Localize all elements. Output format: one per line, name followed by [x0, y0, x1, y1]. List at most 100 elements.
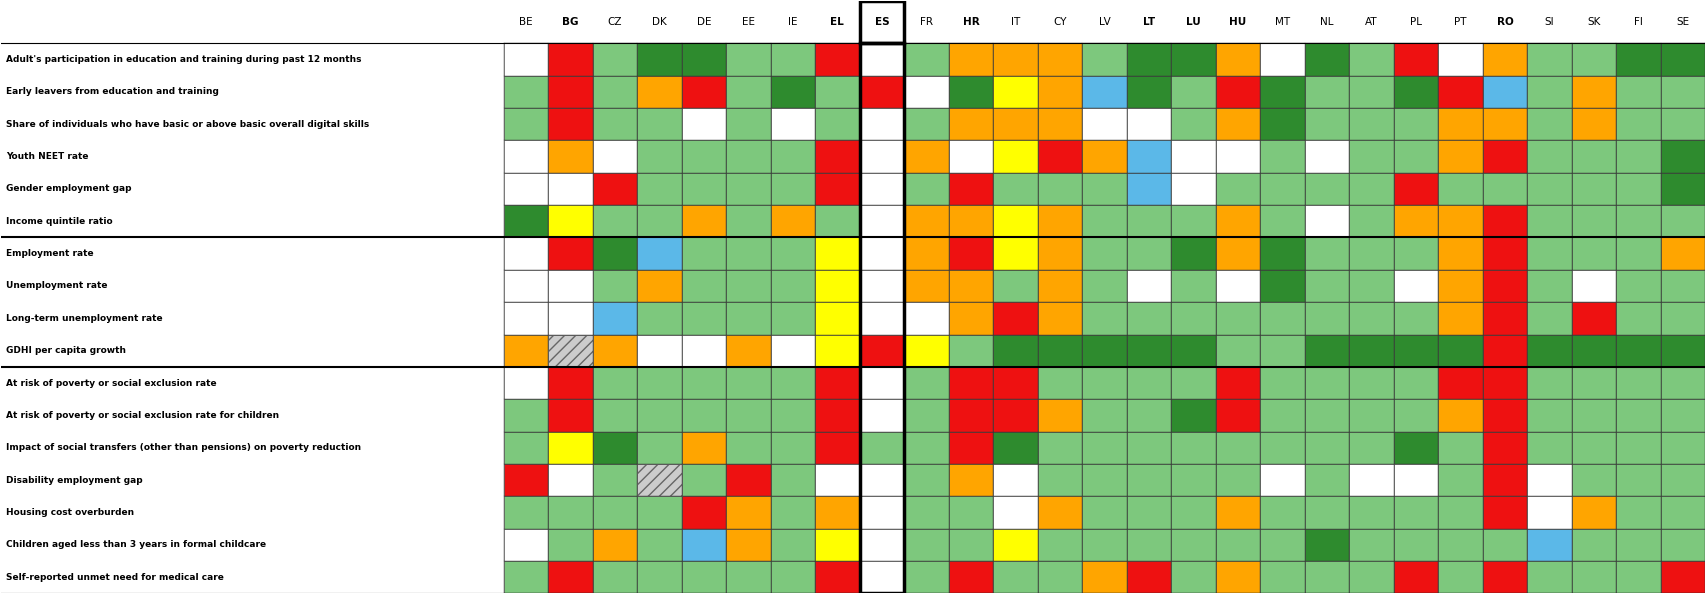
Bar	[1661, 334, 1705, 367]
Bar	[1482, 75, 1526, 108]
Bar	[1216, 173, 1260, 205]
Bar	[1081, 75, 1125, 108]
Bar	[636, 561, 682, 593]
Bar	[1349, 108, 1393, 140]
Bar	[1482, 334, 1526, 367]
Bar	[948, 561, 992, 593]
Bar	[771, 464, 815, 496]
Bar	[1304, 334, 1349, 367]
Bar	[1304, 367, 1349, 399]
Bar	[592, 464, 636, 496]
Text: FI: FI	[1633, 17, 1642, 27]
Text: PT: PT	[1453, 17, 1466, 27]
Text: Unemployment rate: Unemployment rate	[5, 282, 107, 290]
Bar	[1125, 108, 1171, 140]
Bar	[1171, 205, 1216, 238]
Bar	[1037, 367, 1081, 399]
Bar	[726, 464, 771, 496]
Bar	[1171, 334, 1216, 367]
Text: Children aged less than 3 years in formal childcare: Children aged less than 3 years in forma…	[5, 541, 266, 549]
Bar	[1615, 75, 1661, 108]
Bar	[1125, 334, 1171, 367]
Bar	[1171, 270, 1216, 302]
Bar	[636, 205, 682, 238]
Bar	[1125, 561, 1171, 593]
Bar	[815, 399, 859, 432]
Text: IE: IE	[788, 17, 798, 27]
Bar	[1437, 270, 1482, 302]
Bar	[1216, 108, 1260, 140]
Bar	[503, 561, 547, 593]
Bar	[592, 334, 636, 367]
Bar	[1081, 43, 1125, 75]
Bar	[1437, 334, 1482, 367]
Bar	[1526, 108, 1570, 140]
Bar	[1570, 140, 1615, 173]
Bar	[1661, 496, 1705, 529]
Bar	[1482, 205, 1526, 238]
Bar	[636, 334, 682, 367]
Bar	[547, 238, 592, 270]
Text: Adult's participation in education and training during past 12 months: Adult's participation in education and t…	[5, 55, 361, 64]
Bar	[859, 561, 904, 593]
Bar	[636, 529, 682, 561]
Text: Long-term unemployment rate: Long-term unemployment rate	[5, 314, 162, 323]
Bar	[815, 173, 859, 205]
Bar	[1661, 75, 1705, 108]
Bar	[592, 561, 636, 593]
Bar	[1570, 108, 1615, 140]
Bar	[1437, 432, 1482, 464]
Bar	[1304, 399, 1349, 432]
Bar	[1393, 140, 1437, 173]
Bar	[904, 43, 948, 75]
Bar	[726, 496, 771, 529]
Bar	[815, 432, 859, 464]
Bar	[682, 399, 726, 432]
Bar	[1615, 432, 1661, 464]
Bar	[592, 238, 636, 270]
Bar	[1615, 238, 1661, 270]
Bar	[592, 108, 636, 140]
Text: ES: ES	[875, 17, 888, 27]
Bar	[992, 561, 1037, 593]
Bar	[948, 496, 992, 529]
Bar	[592, 173, 636, 205]
Bar	[1081, 270, 1125, 302]
Bar	[1393, 173, 1437, 205]
Bar	[1081, 496, 1125, 529]
Bar	[859, 496, 904, 529]
Bar	[1171, 43, 1216, 75]
Bar	[547, 270, 592, 302]
Bar	[1437, 173, 1482, 205]
Bar	[547, 205, 592, 238]
Text: At risk of poverty or social exclusion rate for children: At risk of poverty or social exclusion r…	[5, 411, 280, 420]
Text: Housing cost overburden: Housing cost overburden	[5, 508, 135, 517]
Bar	[1171, 238, 1216, 270]
Bar	[771, 205, 815, 238]
Bar	[1526, 464, 1570, 496]
Bar	[1216, 75, 1260, 108]
Text: Share of individuals who have basic or above basic overall digital skills: Share of individuals who have basic or a…	[5, 120, 368, 129]
Bar	[636, 108, 682, 140]
Bar	[547, 140, 592, 173]
Bar	[1171, 464, 1216, 496]
Bar	[948, 529, 992, 561]
Bar	[547, 302, 592, 334]
Bar	[948, 464, 992, 496]
Bar	[1216, 464, 1260, 496]
Bar	[1661, 367, 1705, 399]
Bar	[547, 334, 592, 367]
Bar	[1482, 108, 1526, 140]
Bar	[771, 140, 815, 173]
Bar	[859, 238, 904, 270]
Bar	[1260, 140, 1304, 173]
Bar	[1171, 432, 1216, 464]
Bar	[1526, 75, 1570, 108]
Bar	[1216, 302, 1260, 334]
Bar	[771, 367, 815, 399]
Bar	[1615, 367, 1661, 399]
Bar	[1349, 496, 1393, 529]
Bar	[1260, 561, 1304, 593]
Bar	[1570, 367, 1615, 399]
Bar	[1661, 302, 1705, 334]
